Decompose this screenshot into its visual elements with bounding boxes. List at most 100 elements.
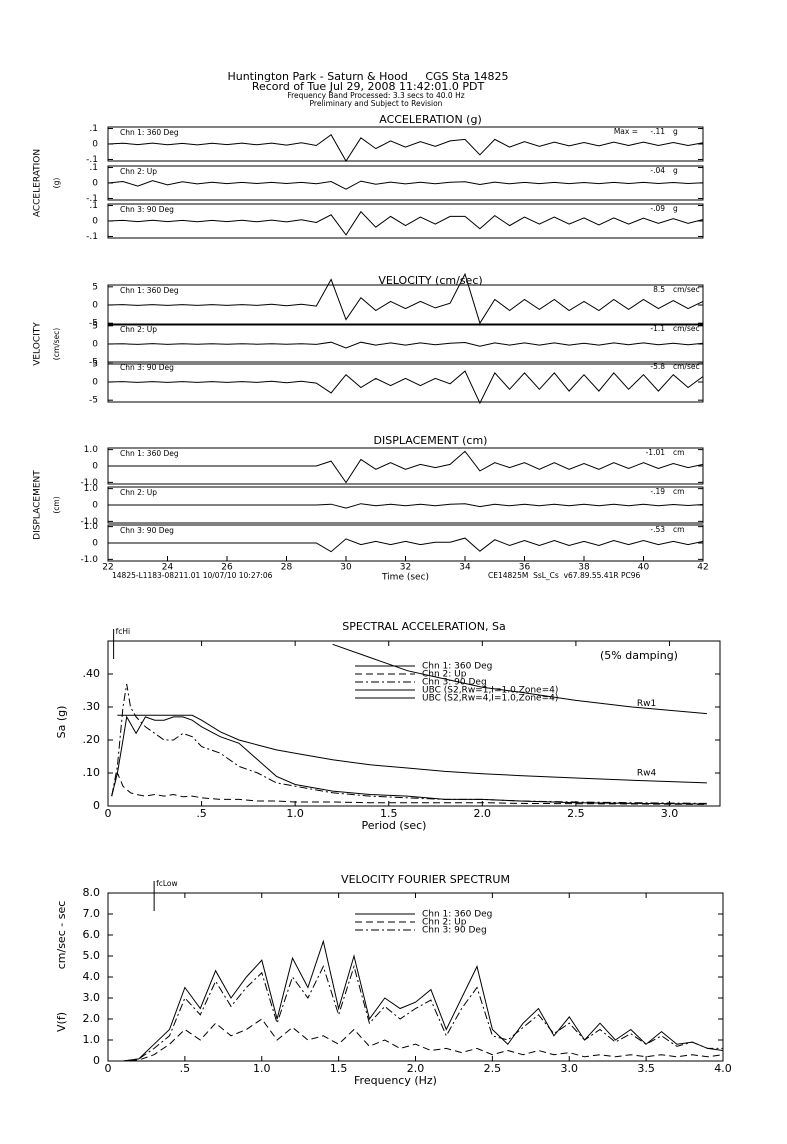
x-tick-label: 42 xyxy=(697,563,708,573)
footer-right: CE14825M SsL_Cs v67.89.55.41R PC96 xyxy=(488,571,640,580)
peak-unit: g xyxy=(673,127,678,136)
note: (5% damping) xyxy=(600,649,678,662)
trace-frame xyxy=(107,203,704,239)
y-tick-label: -1.0 xyxy=(80,478,98,488)
x-tick-label: 3.0 xyxy=(661,807,679,820)
y-tick-label: 5 xyxy=(92,321,98,331)
channel-name: Chn 2: Up xyxy=(120,167,157,176)
y-axis-label: VELOCITY xyxy=(33,322,43,366)
y-tick-label: 0 xyxy=(92,501,98,511)
y-tick-label: .10 xyxy=(83,766,101,779)
x-axis-label: Period (sec) xyxy=(362,819,427,832)
x-tick-label: 24 xyxy=(162,563,174,573)
x-axis-label: Time (sec) xyxy=(381,573,429,583)
fc-label: fcLow xyxy=(156,879,178,888)
y-tick-label: 4.0 xyxy=(83,970,101,983)
legend-label: UBC (S2,Rw=4,I=1.0,Zone=4) xyxy=(422,694,558,704)
x-tick-label: 1.5 xyxy=(330,1062,348,1075)
trace xyxy=(107,133,704,162)
x-tick-label: 2.0 xyxy=(407,1062,425,1075)
peak-unit: g xyxy=(673,204,678,213)
trace xyxy=(107,370,704,405)
trace xyxy=(107,272,704,325)
panel-title: ACCELERATION (g) xyxy=(379,113,482,126)
trace-frame xyxy=(107,165,704,201)
peak-unit: cm xyxy=(673,487,684,496)
peak-value: -1.01 xyxy=(646,448,666,457)
y-axis-label: Sa (g) xyxy=(55,706,68,739)
y-tick-label: 5.0 xyxy=(83,949,101,962)
channel-name: Chn 3: 90 Deg xyxy=(120,363,174,372)
y-tick-label: 5 xyxy=(92,282,98,292)
legend-label: Chn 2: Up xyxy=(422,918,467,928)
y-tick-label: .1 xyxy=(89,163,98,173)
header-line: Record of Tue Jul 29, 2008 11:42:01.0 PD… xyxy=(252,80,485,93)
x-tick-label: .5 xyxy=(196,807,207,820)
series-line xyxy=(332,643,707,715)
header-line: Huntington Park - Saturn & Hood CGS Sta … xyxy=(227,70,508,83)
y-tick-label: -.1 xyxy=(86,155,98,165)
channel-name: Chn 3: 90 Deg xyxy=(120,205,174,214)
y-tick-label: 1.0 xyxy=(83,1033,101,1046)
channel-name: Chn 2: Up xyxy=(120,488,157,497)
peak-unit: cm/sec xyxy=(673,285,700,294)
peak-unit: cm/sec xyxy=(673,362,700,371)
legend-label: Chn 3: 90 Deg xyxy=(422,678,487,688)
y-axis-label: ACCELERATION xyxy=(33,149,43,217)
y-tick-label: 1.0 xyxy=(84,445,99,455)
y-tick-label: -1.0 xyxy=(80,555,98,565)
x-tick-label: 38 xyxy=(578,563,590,573)
trace xyxy=(108,503,704,509)
peak-value: -.09 xyxy=(650,204,665,213)
y-tick-label: 0 xyxy=(92,539,98,549)
trace xyxy=(108,537,704,553)
y-tick-label: -5 xyxy=(89,396,98,406)
y-tick-label: .40 xyxy=(83,667,101,680)
legend-label: Chn 3: 90 Deg xyxy=(422,926,487,936)
x-tick-label: 2.5 xyxy=(484,1062,502,1075)
peak-unit: g xyxy=(673,166,678,175)
y-tick-label: -5 xyxy=(89,319,98,329)
y-tick-label: 0 xyxy=(92,340,98,350)
y-tick-label: 0 xyxy=(92,179,98,189)
trace xyxy=(107,210,704,236)
y-tick-label: .30 xyxy=(83,700,101,713)
series-line xyxy=(111,683,707,804)
x-tick-label: 32 xyxy=(400,563,411,573)
y-tick-label: .1 xyxy=(89,124,98,134)
y-tick-label: -5 xyxy=(89,358,98,368)
peak-value: -5.8 xyxy=(650,362,665,371)
channel-name: Chn 2: Up xyxy=(120,325,157,334)
y-tick-label: -.1 xyxy=(86,232,98,242)
y-tick-label: .20 xyxy=(83,733,101,746)
y-tick-label: 1.0 xyxy=(84,484,99,494)
channel-name: Chn 1: 360 Deg xyxy=(120,286,179,295)
x-tick-label: 1.0 xyxy=(253,1062,271,1075)
x-tick-label: 0 xyxy=(105,1062,112,1075)
panel-title: VELOCITY FOURIER SPECTRUM xyxy=(341,873,510,886)
plot-frame xyxy=(107,892,724,1062)
x-tick-label: 1.0 xyxy=(286,807,304,820)
series-line xyxy=(108,1018,723,1061)
x-tick-label: 2.0 xyxy=(474,807,492,820)
peak-value: 8.5 xyxy=(653,285,665,294)
y-tick-label: 0 xyxy=(92,140,98,150)
y-tick-label: 2.0 xyxy=(83,1012,101,1025)
channel-name: Chn 3: 90 Deg xyxy=(120,526,174,535)
x-tick-label: 22 xyxy=(102,563,113,573)
series-line xyxy=(117,714,707,784)
fc-label: fcHi xyxy=(116,627,131,636)
peak-value: -.11 xyxy=(650,127,665,136)
footer-left: 14825-L1183-08211.01 10/07/10 10:27:06 xyxy=(112,571,273,580)
x-tick-label: 1.5 xyxy=(380,807,398,820)
y-tick-label: 0 xyxy=(93,1054,100,1067)
legend-label: Chn 1: 360 Deg xyxy=(422,910,492,920)
y-tick-label: 1.0 xyxy=(84,522,99,532)
x-tick-label: 28 xyxy=(281,563,293,573)
y-tick-label: -1.0 xyxy=(80,517,98,527)
panel-title: DISPLACEMENT (cm) xyxy=(374,434,488,447)
channel-name: Chn 1: 360 Deg xyxy=(120,128,179,137)
y-tick-label: .1 xyxy=(89,201,98,211)
y-tick-label: 0 xyxy=(93,799,100,812)
